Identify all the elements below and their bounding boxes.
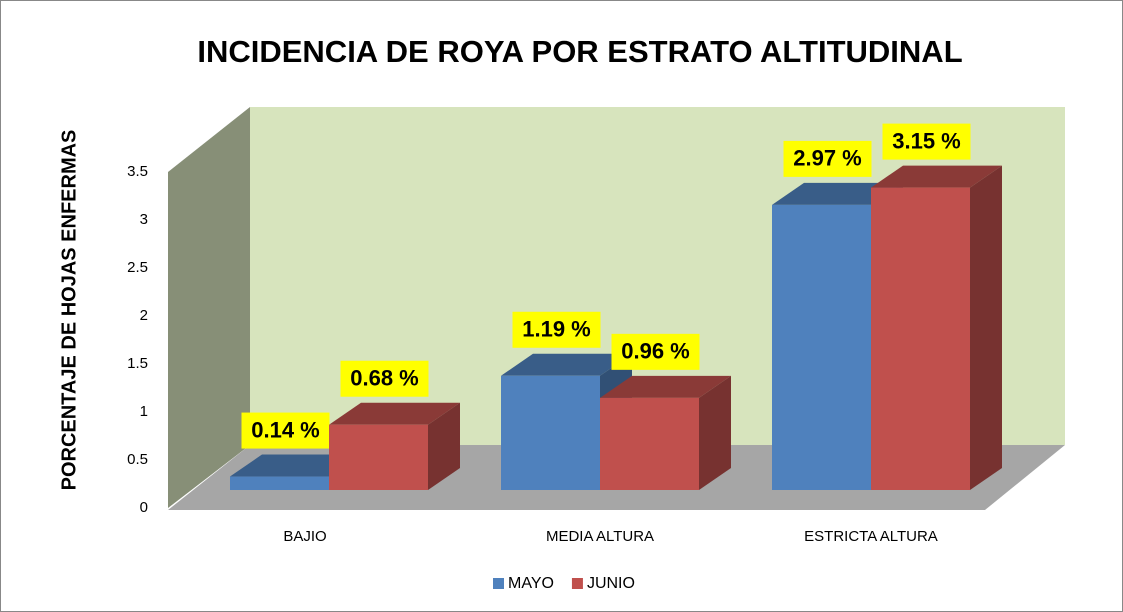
bar-side [428,402,460,490]
y-tick-label: 3.5 [127,163,148,180]
bar-top [600,375,731,398]
value-label: 0.68 % [350,366,419,391]
bar [871,187,970,490]
bar [329,424,428,490]
x-tick-label: BAJIO [283,528,326,545]
value-label: 2.97 % [793,146,862,171]
value-label-bg [340,360,429,397]
value-label-bg [783,140,872,177]
legend-label: MAYO [508,575,554,592]
bar [600,397,699,490]
legend-label: JUNIO [587,575,635,592]
legend-swatch [571,578,583,589]
value-label: 0.96 % [621,339,690,364]
bar [230,476,329,490]
bar-top [501,353,632,376]
y-axis-title: PORCENTAJE DE HOJAS ENFERMAS [58,130,80,491]
value-label-bg [512,311,601,348]
value-label-bg [241,412,330,449]
y-tick-label: 1.5 [127,355,148,372]
value-label: 1.19 % [522,317,591,342]
chart-title: INCIDENCIA DE ROYA POR ESTRATO ALTITUDIN… [197,34,962,69]
y-tick-label: 1 [140,403,148,420]
y-tick-label: 0.5 [127,451,148,468]
bar-top [329,402,460,425]
y-tick-label: 3 [140,211,148,228]
bar-top [772,182,903,205]
bar [772,204,871,490]
x-tick-label: ESTRICTA ALTURA [804,528,938,545]
bar-side [970,165,1002,490]
y-tick-label: 2 [140,307,148,324]
y-tick-label: 0 [140,499,148,516]
value-label-bg [882,123,971,160]
bar-top [871,165,1002,188]
x-tick-label: MEDIA ALTURA [546,528,654,545]
bar [501,375,600,490]
y-tick-label: 2.5 [127,259,148,276]
side-wall [168,107,250,508]
bar-top [230,454,361,477]
value-label: 3.15 % [892,128,961,153]
value-label-bg [611,333,700,370]
legend-swatch [493,578,504,589]
bar-side [699,375,731,490]
value-label: 0.14 % [251,417,320,442]
